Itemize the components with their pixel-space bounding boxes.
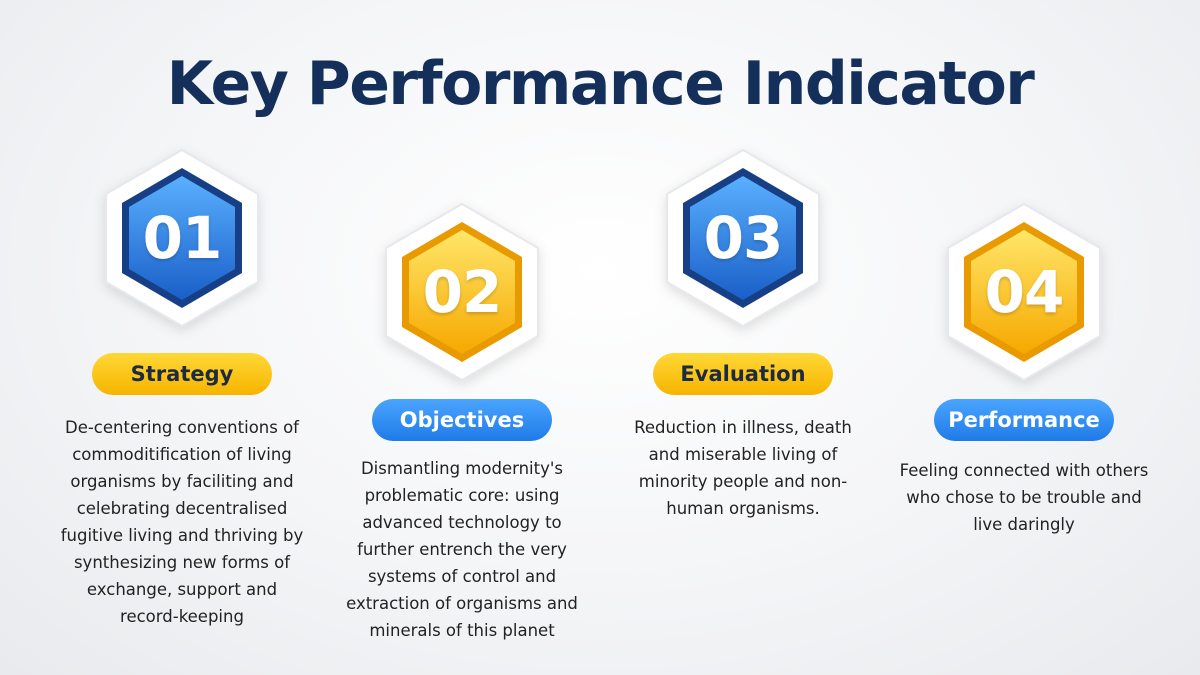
kpi-label-pill: Performance xyxy=(934,399,1114,441)
kpi-label-pill: Strategy xyxy=(92,353,272,395)
page-title: Key Performance Indicator xyxy=(166,49,1035,119)
hexagon-blue-icon xyxy=(666,149,820,327)
hexagon-badge: 02 xyxy=(382,203,542,381)
kpi-description: Reduction in illness, death and miserabl… xyxy=(634,418,852,518)
hexagon-badge: 01 xyxy=(102,149,262,327)
hexagon-blue-icon xyxy=(105,149,259,327)
kpi-description: Dismantling modernity's problematic core… xyxy=(346,459,578,640)
kpi-number: 04 xyxy=(984,258,1065,326)
hexagon-yellow-icon xyxy=(947,203,1101,381)
hexagon-badge: 03 xyxy=(663,149,823,327)
kpi-description: Feeling connected with others who chose … xyxy=(899,461,1149,534)
kpi-number: 02 xyxy=(422,258,503,326)
kpi-number: 03 xyxy=(703,204,784,272)
kpi-description: De-centering conventions of commoditific… xyxy=(60,418,304,626)
kpi-label-pill: Evaluation xyxy=(653,353,833,395)
kpi-label-pill: Objectives xyxy=(372,399,552,441)
hexagon-yellow-icon xyxy=(385,203,539,381)
kpi-number: 01 xyxy=(142,204,223,272)
hexagon-badge: 04 xyxy=(944,203,1104,381)
